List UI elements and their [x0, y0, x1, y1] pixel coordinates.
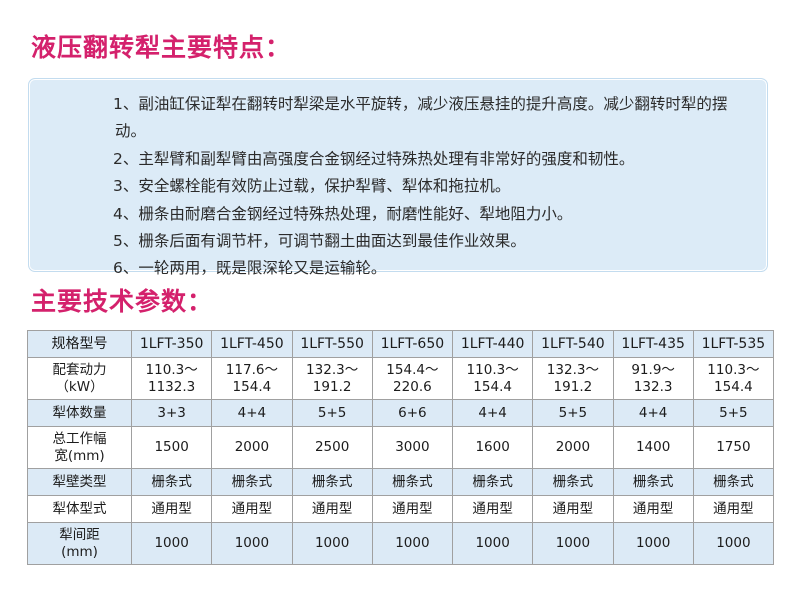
table-cell: 1LFT-440 — [451, 330, 534, 358]
table-cell: 1LFT-535 — [692, 330, 775, 358]
table-cell: 通用型 — [451, 495, 534, 523]
table-cell: 1000 — [371, 522, 454, 565]
table-cell: 132.3～ 191.2 — [532, 357, 614, 400]
table-cell: 通用型 — [692, 495, 775, 523]
feature-item: 5、栅条后面有调节杆，可调节翻土曲面达到最佳作业效果。 — [113, 232, 526, 251]
table-cell: 5+5 — [291, 399, 373, 427]
table-cell: 通用型 — [211, 495, 293, 523]
row-label: 犁间距 (mm) — [27, 522, 132, 565]
table-cell: 3+3 — [130, 399, 213, 427]
table-cell: 栅条式 — [532, 468, 614, 496]
table-cell: 栅条式 — [451, 468, 534, 496]
table-cell: 栅条式 — [130, 468, 213, 496]
table-cell: 2000 — [211, 426, 293, 469]
table-cell: 通用型 — [130, 495, 213, 523]
features-heading: 液压翻转犁主要特点： — [31, 35, 292, 62]
table-cell: 4+4 — [451, 399, 534, 427]
table-cell: 2000 — [532, 426, 614, 469]
table-cell: 1400 — [612, 426, 694, 469]
table-cell: 1LFT-540 — [532, 330, 614, 358]
table-row: 犁间距 (mm) 1000 1000 1000 1000 1000 1000 1… — [27, 522, 775, 565]
table-row: 犁体型式 通用型 通用型 通用型 通用型 通用型 通用型 通用型 通用型 — [27, 495, 775, 523]
row-label-line1: 配套动力 — [52, 361, 107, 378]
table-cell: 通用型 — [371, 495, 454, 523]
table-cell: 4+4 — [211, 399, 293, 427]
table-cell: 栅条式 — [291, 468, 373, 496]
table-cell: 6+6 — [371, 399, 454, 427]
row-label-line1: 总工作幅 — [52, 430, 107, 447]
table-row: 犁体数量 3+3 4+4 5+5 6+6 4+4 5+5 4+4 5+5 — [27, 399, 775, 427]
specs-heading: 主要技术参数： — [31, 289, 214, 316]
table-cell: 4+4 — [612, 399, 694, 427]
table-cell: 1000 — [532, 522, 614, 565]
table-cell: 110.3～ 154.4 — [451, 357, 534, 400]
feature-item: 6、一轮两用，既是限深轮又是运输轮。 — [113, 259, 387, 278]
table-cell: 1LFT-450 — [211, 330, 293, 358]
table-cell: 1LFT-435 — [612, 330, 694, 358]
table-cell: 1000 — [692, 522, 775, 565]
table-cell: 栅条式 — [612, 468, 694, 496]
table-cell: 通用型 — [532, 495, 614, 523]
table-cell: 栅条式 — [692, 468, 775, 496]
row-label-line2: (mm) — [61, 543, 98, 560]
table-cell: 1000 — [291, 522, 373, 565]
row-label: 犁体数量 — [27, 399, 132, 427]
table-row: 总工作幅 宽(mm) 1500 2000 2500 3000 1600 2000… — [27, 426, 775, 469]
row-label: 配套动力 （kW） — [27, 357, 132, 400]
row-label-line2: 宽(mm) — [54, 447, 105, 464]
table-cell: 132.3～ 191.2 — [291, 357, 373, 400]
specifications-table: 规格型号 1LFT-350 1LFT-450 1LFT-550 1LFT-650… — [27, 330, 775, 565]
row-label-line2: （kW） — [55, 378, 104, 395]
features-panel: 1、副油缸保证犁在翻转时犁梁是水平旋转，减少液压悬挂的提升高度。减少翻转时犁的摆… — [28, 78, 768, 277]
table-cell: 91.9～ 132.3 — [612, 357, 694, 400]
row-label: 总工作幅 宽(mm) — [27, 426, 132, 469]
feature-item: 3、安全螺栓能有效防止过载，保护犁臂、犁体和拖拉机。 — [113, 177, 511, 196]
table-row: 犁壁类型 栅条式 栅条式 栅条式 栅条式 栅条式 栅条式 栅条式 栅条式 — [27, 468, 775, 496]
table-cell: 3000 — [371, 426, 454, 469]
table-cell: 117.6～ 154.4 — [211, 357, 293, 400]
table-cell: 154.4～ 220.6 — [371, 357, 454, 400]
table-row: 规格型号 1LFT-350 1LFT-450 1LFT-550 1LFT-650… — [27, 330, 775, 358]
table-cell: 1000 — [130, 522, 213, 565]
table-cell: 1750 — [692, 426, 775, 469]
table-cell: 1000 — [451, 522, 534, 565]
table-cell: 1000 — [612, 522, 694, 565]
table-cell: 1LFT-650 — [371, 330, 454, 358]
row-label: 规格型号 — [27, 330, 132, 358]
feature-item: 2、主犁臂和副犁臂由高强度合金钢经过特殊热处理有非常好的强度和韧性。 — [113, 149, 635, 168]
table-cell: 110.3～ 154.4 — [692, 357, 775, 400]
features-list: 1、副油缸保证犁在翻转时犁梁是水平旋转，减少液压悬挂的提升高度。减少翻转时犁的摆… — [47, 91, 749, 283]
table-cell: 1LFT-350 — [130, 330, 213, 358]
feature-item: 4、栅条由耐磨合金钢经过特殊热处理，耐磨性能好、犁地阻力小。 — [113, 204, 573, 223]
row-label: 犁体型式 — [27, 495, 132, 523]
table-cell: 5+5 — [532, 399, 614, 427]
table-cell: 栅条式 — [371, 468, 454, 496]
table-cell: 栅条式 — [211, 468, 293, 496]
table-cell: 110.3～ 1132.3 — [130, 357, 213, 400]
row-label-line1: 犁间距 — [59, 526, 100, 543]
table-cell: 2500 — [291, 426, 373, 469]
table-cell: 1000 — [211, 522, 293, 565]
table-cell: 1500 — [130, 426, 213, 469]
table-cell: 1600 — [451, 426, 534, 469]
row-label: 犁壁类型 — [27, 468, 132, 496]
table-cell: 通用型 — [612, 495, 694, 523]
table-cell: 5+5 — [692, 399, 775, 427]
table-cell: 1LFT-550 — [291, 330, 373, 358]
table-cell: 通用型 — [291, 495, 373, 523]
feature-item: 1、副油缸保证犁在翻转时犁梁是水平旋转，减少液压悬挂的提升高度。减少翻转时犁的摆… — [113, 95, 728, 141]
table-row: 配套动力 （kW） 110.3～ 1132.3 117.6～ 154.4 132.3… — [27, 357, 775, 400]
